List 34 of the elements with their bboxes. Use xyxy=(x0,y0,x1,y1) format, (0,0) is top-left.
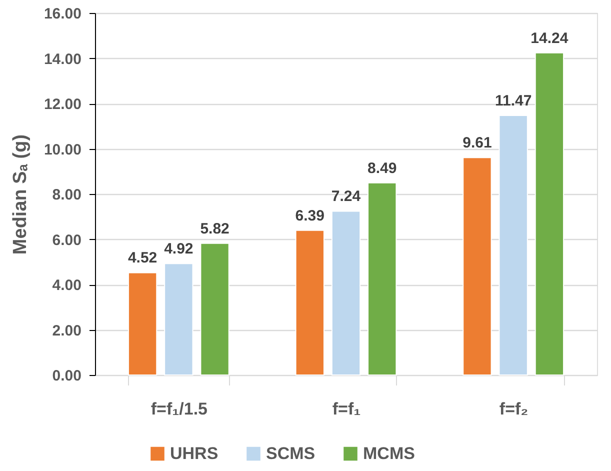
legend-label: SCMS xyxy=(266,444,316,463)
y-tick-label: 16.00 xyxy=(44,6,82,22)
y-tick-label: 0.00 xyxy=(52,368,82,384)
y-tick-label: 8.00 xyxy=(52,186,82,204)
data-label: 4.52 xyxy=(128,250,158,267)
x-tick-label: f=f₁/1.5 xyxy=(150,400,208,418)
y-tick-label: 10.00 xyxy=(44,141,82,158)
data-label: 8.49 xyxy=(368,160,397,177)
bar xyxy=(368,182,397,376)
bar xyxy=(128,272,158,376)
bar xyxy=(331,210,361,376)
data-label: 14.24 xyxy=(530,30,569,47)
y-tick-label: 12.00 xyxy=(44,96,82,113)
y-tick-label: 6.00 xyxy=(52,232,82,249)
data-label: 9.61 xyxy=(462,134,492,152)
legend-label: MCMS xyxy=(363,444,415,463)
bar xyxy=(534,52,564,376)
bar xyxy=(462,157,492,376)
y-tick-label: 14.00 xyxy=(44,50,82,68)
data-label: 11.47 xyxy=(494,92,532,110)
y-axis-title: Median Sₐ (g) xyxy=(10,134,31,255)
bar xyxy=(295,230,324,376)
legend-label: UHRS xyxy=(170,444,218,463)
bar xyxy=(498,114,528,376)
data-label: 6.39 xyxy=(295,207,324,224)
x-tick-label: f=f₁ xyxy=(332,400,361,418)
y-tick-label: 2.00 xyxy=(52,322,82,340)
data-label: 5.82 xyxy=(200,220,230,238)
bar xyxy=(164,263,194,376)
data-label: 4.92 xyxy=(164,240,194,258)
y-tick-label: 4.00 xyxy=(52,277,82,294)
data-label: 7.24 xyxy=(331,188,362,206)
bar xyxy=(200,242,230,376)
x-tick-label: f=f₂ xyxy=(499,400,528,418)
